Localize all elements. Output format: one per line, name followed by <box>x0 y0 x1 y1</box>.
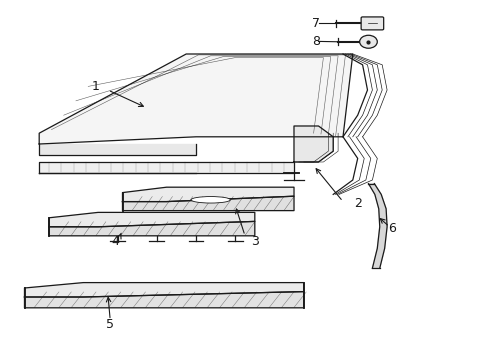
Polygon shape <box>294 126 333 162</box>
Text: 4: 4 <box>111 235 119 248</box>
Text: 2: 2 <box>354 197 362 210</box>
Polygon shape <box>368 184 387 268</box>
Polygon shape <box>24 292 304 308</box>
Ellipse shape <box>191 197 230 203</box>
Polygon shape <box>122 196 294 211</box>
Text: 6: 6 <box>388 222 396 235</box>
Polygon shape <box>39 54 353 144</box>
Polygon shape <box>122 187 294 202</box>
Polygon shape <box>24 283 304 297</box>
Text: 1: 1 <box>92 80 99 93</box>
Polygon shape <box>49 221 255 236</box>
Polygon shape <box>39 144 196 155</box>
FancyBboxPatch shape <box>361 17 384 30</box>
Circle shape <box>360 35 377 48</box>
Text: 7: 7 <box>312 17 320 30</box>
Polygon shape <box>39 162 294 173</box>
Text: 8: 8 <box>312 35 320 48</box>
Text: 5: 5 <box>106 318 114 330</box>
Polygon shape <box>49 212 255 227</box>
Text: 3: 3 <box>251 235 259 248</box>
